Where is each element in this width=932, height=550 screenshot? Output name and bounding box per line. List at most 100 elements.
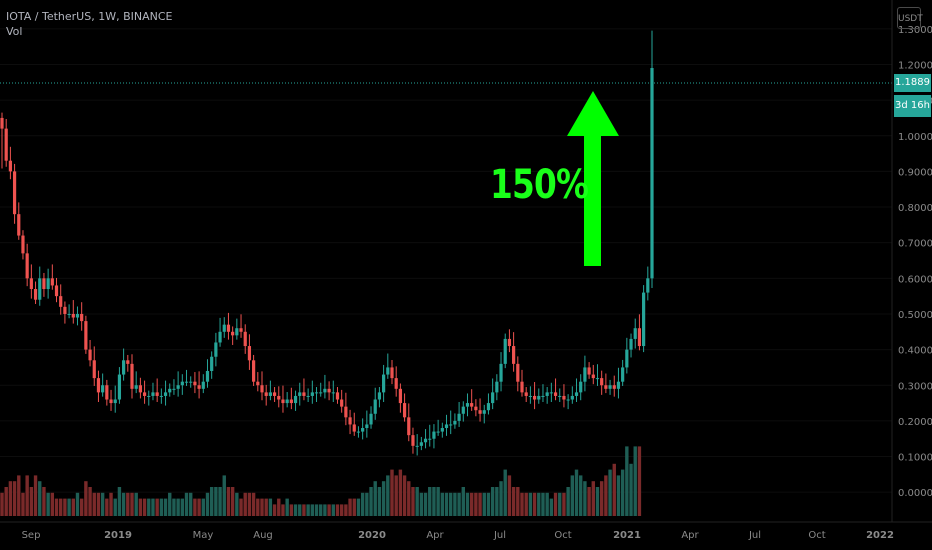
candle-body bbox=[63, 306, 67, 314]
candle-body bbox=[319, 392, 323, 394]
candle-body bbox=[197, 385, 201, 389]
candle-body bbox=[449, 424, 453, 426]
volume-bar bbox=[532, 492, 537, 516]
volume-bar bbox=[4, 487, 8, 516]
symbol-title[interactable]: IOTA / TetherUS, 1W, BINANCE bbox=[6, 10, 173, 23]
volume-bar bbox=[331, 504, 335, 516]
volume-bar bbox=[339, 504, 344, 516]
candle-body bbox=[310, 392, 314, 396]
candle-body bbox=[348, 417, 352, 425]
candle-body bbox=[361, 428, 365, 432]
candle-body bbox=[646, 278, 650, 293]
volume-bar bbox=[121, 492, 126, 516]
candle-body bbox=[281, 399, 285, 404]
candle-body bbox=[256, 381, 260, 386]
volume-bar bbox=[8, 481, 13, 516]
volume-bar bbox=[268, 498, 273, 516]
candle-body bbox=[50, 278, 54, 286]
candle-body bbox=[184, 381, 189, 383]
volume-bar bbox=[402, 475, 407, 516]
candle-body bbox=[453, 420, 457, 425]
candle-body bbox=[0, 117, 4, 129]
volume-bar bbox=[281, 504, 285, 516]
volume-bar bbox=[302, 504, 306, 516]
volume-bar bbox=[54, 498, 59, 516]
candle-body bbox=[42, 278, 46, 290]
volume-bar bbox=[478, 492, 482, 516]
candle-body bbox=[264, 392, 268, 396]
candle-body bbox=[218, 331, 222, 343]
volume-bar bbox=[482, 492, 486, 516]
candle-body bbox=[545, 392, 549, 396]
candle-body bbox=[344, 406, 348, 418]
time-tick-label: Jul bbox=[493, 530, 506, 541]
candle-body bbox=[239, 328, 243, 332]
volume-bar bbox=[436, 487, 440, 516]
candle-body bbox=[314, 392, 319, 394]
candle-body bbox=[151, 392, 155, 396]
volume-bar bbox=[38, 481, 42, 516]
volume-bar bbox=[587, 487, 591, 516]
candle-body bbox=[369, 413, 373, 425]
volume-bar bbox=[465, 492, 470, 516]
candle-body bbox=[650, 68, 654, 279]
candle-body bbox=[33, 289, 38, 300]
candle-body bbox=[289, 399, 293, 404]
volume-bar bbox=[100, 492, 105, 516]
candle-body bbox=[390, 367, 394, 379]
volume-bar bbox=[566, 487, 570, 516]
price-tick-label: 0.2000 bbox=[898, 417, 932, 428]
time-tick-label: Sep bbox=[22, 530, 41, 541]
candle-body bbox=[604, 385, 608, 389]
volume-bar bbox=[495, 487, 499, 516]
price-tick-label: 1.3000 bbox=[898, 25, 932, 36]
candle-body bbox=[583, 367, 587, 382]
volume-bar bbox=[50, 492, 55, 516]
candle-body bbox=[323, 388, 327, 393]
candle-body bbox=[503, 338, 507, 364]
candle-body bbox=[457, 413, 461, 421]
time-axis[interactable]: Sep 2019 May Aug 2020 Apr Jul Oct 2021 Apr Jul Oct 2… bbox=[22, 530, 894, 541]
candle-body bbox=[302, 392, 306, 396]
candles bbox=[0, 30, 654, 456]
volume-bar bbox=[319, 504, 323, 516]
volume-label[interactable]: Vol bbox=[6, 25, 23, 38]
candle-body bbox=[327, 388, 331, 393]
candle-body bbox=[633, 328, 637, 339]
volume-bar bbox=[33, 475, 38, 516]
price-tick-label: 1.2000 bbox=[898, 60, 932, 71]
volume-bar bbox=[285, 498, 289, 516]
candle-body bbox=[637, 328, 642, 347]
candle-body bbox=[444, 424, 449, 429]
price-tick-label: 0.1000 bbox=[898, 453, 932, 464]
volume-bar bbox=[499, 481, 503, 516]
candle-body bbox=[465, 403, 470, 407]
volume-bar bbox=[474, 492, 478, 516]
time-tick-label: 2019 bbox=[104, 530, 132, 541]
volume-bars bbox=[0, 446, 642, 516]
volume-bar bbox=[189, 492, 193, 516]
candle-body bbox=[428, 438, 432, 440]
volume-bar bbox=[583, 481, 587, 516]
currency-button[interactable]: USDT bbox=[897, 7, 923, 29]
volume-bar bbox=[398, 469, 403, 516]
candle-body bbox=[625, 349, 629, 368]
time-tick-label: Apr bbox=[681, 530, 699, 541]
candle-body bbox=[474, 406, 478, 411]
volume-bar bbox=[423, 492, 428, 516]
candle-body bbox=[117, 374, 122, 400]
candle-body bbox=[461, 406, 465, 414]
volume-bar bbox=[444, 492, 449, 516]
volume-bar bbox=[373, 481, 377, 516]
candle-body bbox=[21, 235, 25, 254]
candle-body bbox=[486, 403, 491, 411]
candle-body bbox=[470, 403, 474, 407]
volume-bar bbox=[537, 492, 541, 516]
volume-bar bbox=[608, 469, 612, 516]
volume-bar bbox=[381, 481, 386, 516]
candle-body bbox=[365, 424, 369, 429]
volume-bar bbox=[201, 498, 205, 516]
volume-bar bbox=[419, 492, 424, 516]
volume-bar bbox=[599, 481, 604, 516]
